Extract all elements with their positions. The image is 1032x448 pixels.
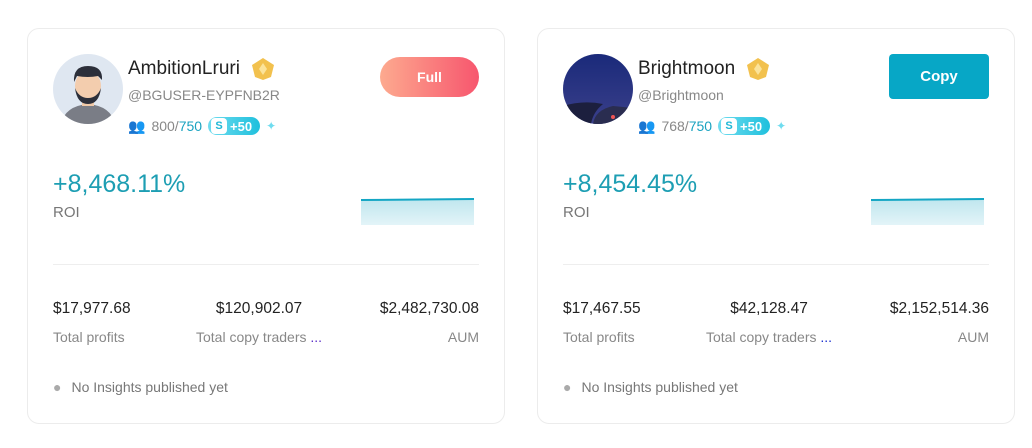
capacity-bonus-badge: S +50	[208, 117, 261, 135]
divider	[53, 264, 479, 265]
sparkle-icon: ✦	[776, 119, 787, 133]
roi-sparkline	[361, 198, 474, 225]
stat-copy-traders: $42,128.47 Total copy traders ...	[706, 300, 833, 345]
users-icon: 👥	[128, 117, 146, 134]
trader-card[interactable]: AmbitionLruri @BGUSER-EYPFNB2R 👥 800/750…	[27, 28, 505, 424]
lightbulb-icon: ●	[563, 379, 572, 395]
followers-count: 👥 768/750 S +50 ✦	[638, 117, 787, 135]
avatar[interactable]	[563, 54, 633, 124]
stat-total-profits: $17,977.68 Total profits	[53, 300, 131, 345]
trader-name[interactable]: Brightmoon	[638, 58, 736, 79]
roi-sparkline	[871, 198, 984, 225]
stat-aum: $2,482,730.08 AUM	[379, 300, 479, 345]
users-icon: 👥	[638, 117, 656, 134]
insights-status: ● No Insights published yet	[53, 379, 228, 395]
roi-value: +8,454.45%	[563, 170, 698, 198]
copy-button[interactable]: Copy	[889, 54, 989, 99]
roi-value: +8,468.11%	[53, 170, 186, 198]
trader-handle: @BGUSER-EYPFNB2R	[128, 87, 280, 103]
divider	[563, 264, 989, 265]
gold-rank-badge-icon	[747, 58, 770, 80]
trader-name[interactable]: AmbitionLruri	[128, 58, 240, 79]
swap-icon: S	[211, 118, 228, 134]
full-button[interactable]: Full	[380, 57, 479, 97]
trader-handle: @Brightmoon	[638, 87, 724, 103]
trader-card[interactable]: Brightmoon @Brightmoon 👥 768/750 S +50 ✦ C…	[537, 28, 1015, 424]
capacity-bonus-badge: S +50	[718, 117, 771, 135]
insights-status: ● No Insights published yet	[563, 379, 738, 395]
swap-icon: S	[721, 118, 738, 134]
followers-count: 👥 800/750 S +50 ✦	[128, 117, 277, 135]
sparkle-icon: ✦	[266, 119, 277, 133]
stat-aum: $2,152,514.36 AUM	[889, 300, 989, 345]
roi-label: ROI	[53, 204, 80, 221]
avatar[interactable]	[53, 54, 123, 124]
stat-copy-traders: $120,902.07 Total copy traders ...	[196, 300, 323, 345]
roi-label: ROI	[563, 204, 590, 221]
stat-total-profits: $17,467.55 Total profits	[563, 300, 641, 345]
lightbulb-icon: ●	[53, 379, 62, 395]
gold-rank-badge-icon	[251, 58, 274, 80]
